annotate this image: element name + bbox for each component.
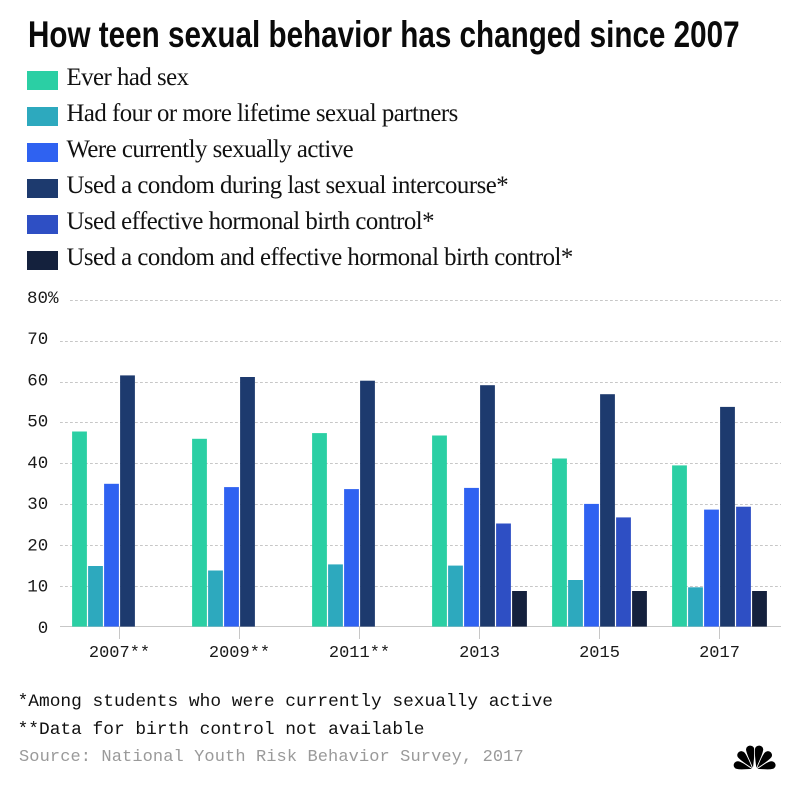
svg-text:2011**: 2011**: [329, 644, 390, 663]
svg-text:60: 60: [27, 371, 48, 391]
svg-text:40: 40: [27, 454, 48, 474]
svg-text:2009**: 2009**: [209, 644, 270, 663]
svg-text:2017: 2017: [699, 644, 740, 663]
svg-text:2015: 2015: [579, 644, 620, 663]
svg-text:0: 0: [38, 619, 49, 639]
svg-text:70: 70: [27, 330, 48, 350]
svg-text:2007**: 2007**: [89, 644, 150, 663]
svg-text:30: 30: [27, 495, 48, 515]
svg-text:20: 20: [27, 536, 48, 556]
svg-text:50: 50: [27, 413, 48, 433]
svg-text:2013: 2013: [459, 644, 500, 663]
svg-text:80%: 80%: [27, 289, 59, 309]
svg-text:10: 10: [27, 578, 48, 598]
